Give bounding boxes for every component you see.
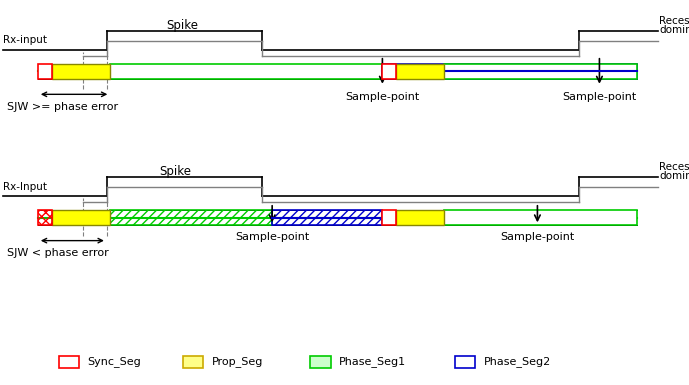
Text: Rx-Input: Rx-Input: [3, 182, 48, 192]
Text: dominant: dominant: [659, 171, 689, 181]
Bar: [59, 356, 79, 368]
Bar: [444, 64, 637, 79]
Bar: [52, 210, 110, 225]
Bar: [52, 64, 110, 79]
Bar: [444, 210, 637, 225]
Text: Sample-point: Sample-point: [562, 92, 637, 102]
Text: dominant: dominant: [659, 25, 689, 35]
Text: Sample-point: Sample-point: [345, 92, 420, 102]
Text: Spike: Spike: [160, 165, 192, 178]
Text: Prop_Seg: Prop_Seg: [212, 357, 263, 367]
Text: Rx-input: Rx-input: [3, 35, 48, 45]
Bar: [183, 356, 203, 368]
Bar: [110, 210, 272, 225]
Text: Sample-point: Sample-point: [500, 232, 575, 242]
Bar: [396, 64, 444, 79]
Bar: [396, 210, 444, 225]
Text: Phase_Seg2: Phase_Seg2: [484, 357, 551, 367]
Text: SJW < phase error: SJW < phase error: [7, 248, 109, 258]
Bar: [310, 356, 331, 368]
Text: Spike: Spike: [167, 18, 198, 32]
Bar: [382, 64, 396, 79]
Bar: [38, 210, 52, 225]
Bar: [110, 64, 382, 79]
Text: SJW >= phase error: SJW >= phase error: [7, 102, 118, 112]
Text: Recessive: Recessive: [659, 162, 689, 172]
Bar: [382, 64, 637, 79]
Text: Phase_Seg1: Phase_Seg1: [339, 357, 406, 367]
Bar: [38, 64, 52, 79]
Text: Recessive: Recessive: [659, 16, 689, 26]
Bar: [382, 210, 396, 225]
Bar: [455, 356, 475, 368]
Text: Sample-point: Sample-point: [235, 232, 309, 242]
Text: Sync_Seg: Sync_Seg: [88, 357, 141, 367]
Bar: [272, 210, 382, 225]
